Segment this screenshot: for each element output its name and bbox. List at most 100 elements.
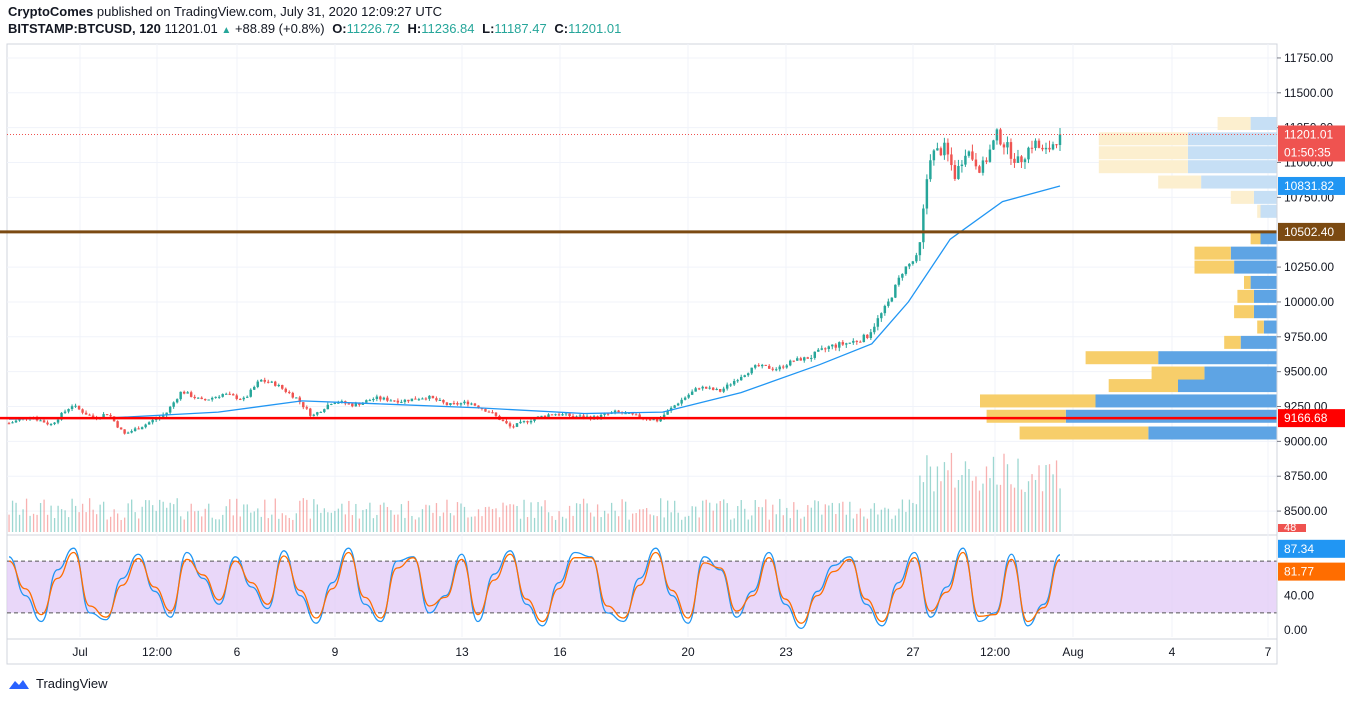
candle-body (39, 420, 42, 422)
candle-body (789, 360, 792, 366)
volume-bar (674, 500, 676, 532)
volume-bar (57, 505, 59, 532)
candle-body (792, 360, 795, 362)
tradingview-logo-icon (9, 679, 29, 689)
time-tick-label: 9 (332, 645, 339, 659)
volume-bar (992, 456, 995, 532)
candle-body (890, 297, 894, 302)
candle-body (718, 388, 722, 392)
volume-bar (943, 462, 946, 532)
candle-body (827, 346, 831, 349)
candle-body (992, 140, 995, 150)
candle-body (606, 413, 610, 415)
volume-bar (71, 498, 73, 532)
candle-body (245, 396, 249, 398)
volume-bar (166, 507, 168, 532)
volume-profile-buy (1263, 320, 1277, 334)
volume-bar (351, 515, 354, 532)
candle-body (463, 401, 466, 404)
candle-body (442, 399, 445, 403)
volume-bar (856, 513, 858, 532)
price-tick-label: 8750.00 (1284, 469, 1328, 483)
candle-body (196, 397, 200, 399)
candle-body (263, 379, 266, 382)
volume-bar (814, 500, 816, 532)
price-axis: 11750.0011500.0011250.0011000.0010750.00… (1276, 44, 1348, 664)
volume-bar (947, 470, 949, 532)
volume-bar (975, 476, 977, 532)
candle-body (785, 365, 788, 368)
candle-body (676, 403, 680, 406)
time-tick-label: 4 (1169, 645, 1176, 659)
candle-body (869, 332, 873, 338)
candle-body (736, 380, 739, 382)
volume-label-bg (1278, 524, 1306, 532)
volume-bar (32, 513, 35, 532)
candle-body (386, 397, 389, 401)
tradingview-footer[interactable]: TradingView (8, 676, 108, 691)
up-arrow-icon: ▲ (221, 25, 232, 36)
candle-body (182, 391, 186, 394)
volume-bar (614, 510, 616, 532)
volume-bar (684, 516, 686, 532)
candle-body (957, 166, 960, 179)
volume-bar (540, 506, 543, 532)
candle-body (81, 409, 84, 413)
candle-body (908, 263, 911, 267)
volume-bar (933, 491, 935, 532)
time-tick-label: Jul (72, 645, 87, 659)
candle-body (659, 417, 662, 422)
candle-body (988, 149, 992, 162)
candle-body (803, 357, 806, 361)
candle-body (42, 420, 46, 423)
volume-bar (537, 502, 539, 532)
candle-body (862, 334, 866, 343)
candle-body (274, 381, 277, 386)
candle-body (288, 391, 291, 393)
candle-body (1030, 147, 1034, 149)
volume-bar (18, 514, 21, 532)
stoch-d-label: 81.77 (1284, 565, 1314, 579)
volume-profile-sell (1098, 146, 1188, 160)
volume-bar (81, 503, 84, 532)
candle-body (46, 422, 49, 425)
volume-bar (884, 507, 886, 532)
candle-body (260, 379, 263, 382)
volume-profile-buy (1250, 275, 1277, 289)
candle-body (722, 388, 725, 392)
volume-bar (295, 513, 297, 532)
candle-body (358, 403, 361, 405)
candle-body (638, 414, 641, 418)
volume-bar (1020, 489, 1023, 532)
candle-body (242, 397, 245, 400)
volume-bar (187, 511, 189, 532)
candle-body (904, 266, 908, 274)
candle-body (687, 394, 690, 398)
volume-bar (842, 501, 844, 532)
volume-bar (1055, 460, 1058, 532)
volume-bar (688, 515, 690, 532)
candle-body (88, 414, 91, 416)
candle-body (77, 405, 81, 410)
candle-body (459, 403, 463, 405)
author-name[interactable]: CryptoComes (8, 4, 94, 19)
volume-bar (320, 512, 322, 532)
candle-body (981, 160, 985, 173)
candle-body (985, 160, 988, 162)
volume-bar (1038, 465, 1040, 532)
volume-bar (302, 498, 304, 532)
volume-profile-sell (1151, 366, 1205, 380)
candle-body (834, 344, 838, 348)
volume-bar (36, 514, 38, 532)
volume-profile-buy (1148, 426, 1277, 440)
volume-bar (358, 518, 361, 532)
volume-bar (982, 483, 984, 532)
volume-bar (1031, 474, 1033, 532)
candle-body (351, 403, 354, 407)
candle-body (189, 392, 193, 397)
candle-body (424, 398, 428, 400)
candle-body (382, 397, 386, 400)
volume-bar (852, 518, 855, 532)
volume-profile-buy (1253, 190, 1277, 204)
